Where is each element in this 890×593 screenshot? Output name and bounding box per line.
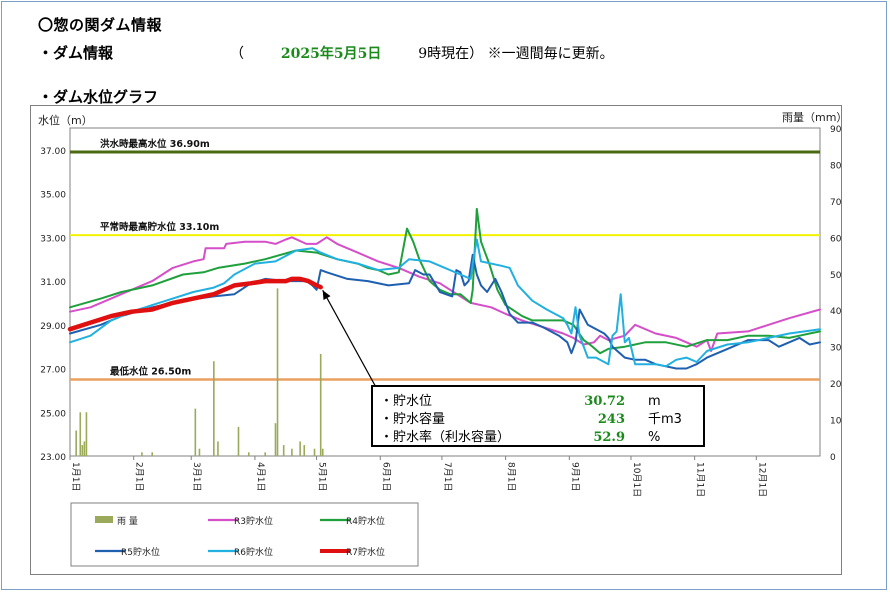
- rain-bar: [237, 426, 240, 456]
- x-tick-label: 1月1日: [70, 462, 81, 491]
- y2-tick-label: 80: [830, 161, 842, 171]
- y2-tick-label: 50: [830, 271, 842, 281]
- info-unit: %: [648, 430, 660, 445]
- rain-bar: [299, 441, 301, 456]
- dam-info-heading: ・ダム情報: [38, 44, 114, 62]
- y2-tick-label: 90: [830, 125, 842, 135]
- series-line-R7: [67, 276, 323, 332]
- rain-bar: [276, 288, 279, 456]
- y-tick-label: 33.00: [40, 234, 66, 244]
- y2-tick-label: 40: [830, 307, 842, 317]
- plot-area: [69, 127, 821, 457]
- y2-tick-label: 30: [830, 344, 842, 354]
- rain-bar: [141, 452, 143, 456]
- rain-bar: [79, 412, 82, 456]
- series-line-R6: [69, 238, 821, 368]
- info-label: ・貯水率（利水容量）: [380, 429, 510, 445]
- x-tick-label: 2月1日: [134, 462, 145, 491]
- annotation-arrow-head: [322, 290, 331, 301]
- y-axis-title: 水位（m）: [38, 113, 93, 127]
- x-tick-label: 11月1日: [695, 462, 706, 497]
- info-label: ・貯水位: [380, 394, 432, 409]
- y2-tick-label: 10: [830, 417, 842, 427]
- y2-axis-title: 雨量（mm）: [782, 111, 847, 124]
- reference-label-normal: 平常時最高貯水位 33.10m: [100, 221, 219, 233]
- rain-bar: [303, 445, 306, 456]
- y2-tick-label: 0: [830, 453, 836, 463]
- legend-label-R3: R3貯水位: [234, 515, 273, 527]
- rain-bar: [264, 452, 267, 456]
- y-tick-label: 23.00: [40, 453, 66, 463]
- rain-bar: [282, 445, 285, 456]
- reference-label-flood: 洪水時最高水位 36.90m: [100, 138, 210, 150]
- y-tick-label: 29.00: [40, 322, 66, 332]
- legend-swatch-rain: [95, 516, 113, 523]
- update-date-line: （ 2025年5月5日 9時現在） ※一週間毎に更新。: [230, 43, 614, 63]
- rain-bar: [274, 423, 277, 456]
- info-value: 30.72: [584, 394, 625, 409]
- legend-label-R7: R7貯水位: [346, 546, 385, 558]
- y-tick-label: 25.00: [40, 409, 66, 419]
- date-open-paren: （: [230, 46, 244, 62]
- update-note: ※一週間毎に更新。: [487, 46, 614, 62]
- rain-bar: [319, 353, 322, 456]
- y-tick-label: 27.00: [40, 366, 66, 376]
- y-tick-label: 37.00: [40, 147, 66, 157]
- x-tick-label: 7月1日: [442, 462, 453, 491]
- legend-label-R4: R4貯水位: [346, 515, 385, 527]
- rain-bar: [217, 441, 219, 456]
- x-tick-label: 8月1日: [506, 462, 517, 491]
- info-box: [371, 385, 705, 447]
- rain-bar: [83, 441, 86, 456]
- series-line-R3: [69, 236, 821, 352]
- x-tick-label: 5月1日: [317, 462, 328, 491]
- y2-tick-label: 60: [830, 234, 842, 244]
- rain-bar: [75, 430, 77, 456]
- legend-label-rain: 雨 量: [117, 516, 138, 527]
- x-tick-label: 9月1日: [569, 462, 580, 491]
- reference-label-min: 最低水位 26.50m: [110, 365, 191, 377]
- rain-bar: [313, 448, 316, 456]
- update-time: 9時現在）: [418, 46, 484, 62]
- info-label: ・貯水容量: [380, 411, 445, 427]
- graph-heading: ・ダム水位グラフ: [38, 88, 159, 106]
- legend-box: [70, 502, 419, 567]
- info-unit: 千m3: [648, 412, 682, 427]
- info-value: 243: [598, 412, 625, 427]
- rain-bar: [291, 448, 293, 456]
- y2-tick-label: 70: [830, 198, 842, 208]
- info-value: 52.9: [593, 430, 625, 445]
- rain-bar: [194, 408, 197, 456]
- x-tick-label: 4月1日: [255, 462, 266, 491]
- x-tick-label: 3月1日: [191, 462, 202, 491]
- legend-label-R6: R6貯水位: [234, 546, 273, 558]
- rain-bar: [321, 448, 324, 456]
- x-tick-label: 10月1日: [631, 462, 642, 497]
- info-unit: m: [648, 394, 661, 409]
- update-date: 2025年5月5日: [280, 46, 382, 62]
- y2-tick-label: 20: [830, 380, 842, 390]
- x-tick-label: 6月1日: [380, 462, 391, 491]
- x-tick-label: 12月1日: [756, 462, 767, 497]
- rain-bar: [85, 412, 88, 456]
- rain-bar: [81, 445, 84, 456]
- page-title: 〇惣の関ダム情報: [38, 16, 163, 34]
- annotation-arrow-line: [322, 289, 384, 401]
- rain-bar: [213, 361, 215, 456]
- rain-bar: [151, 452, 153, 456]
- y-tick-label: 31.00: [40, 278, 66, 288]
- legend-label-R5: R5貯水位: [121, 546, 160, 558]
- y-tick-label: 35.00: [40, 191, 66, 201]
- rain-bar: [198, 448, 201, 456]
- rain-bar: [247, 452, 250, 456]
